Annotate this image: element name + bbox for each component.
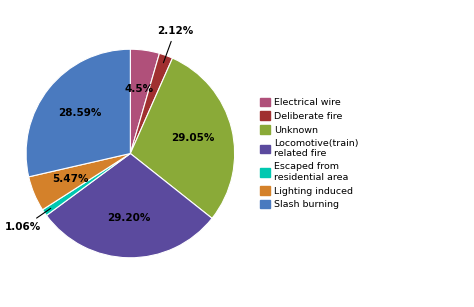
Wedge shape <box>26 49 130 177</box>
Text: 29.05%: 29.05% <box>172 133 215 143</box>
Text: 5.47%: 5.47% <box>53 173 89 184</box>
Text: 2.12%: 2.12% <box>157 26 193 63</box>
Wedge shape <box>130 58 235 218</box>
Text: 4.5%: 4.5% <box>125 84 154 95</box>
Wedge shape <box>29 154 130 210</box>
Wedge shape <box>130 53 173 154</box>
Legend: Electrical wire, Deliberate fire, Unknown, Locomotive(train)
related fire, Escap: Electrical wire, Deliberate fire, Unknow… <box>260 98 359 209</box>
Wedge shape <box>46 154 212 258</box>
Wedge shape <box>43 154 130 216</box>
Wedge shape <box>130 49 159 154</box>
Text: 29.20%: 29.20% <box>108 213 151 223</box>
Text: 1.06%: 1.06% <box>5 208 51 232</box>
Text: 28.59%: 28.59% <box>58 108 101 118</box>
